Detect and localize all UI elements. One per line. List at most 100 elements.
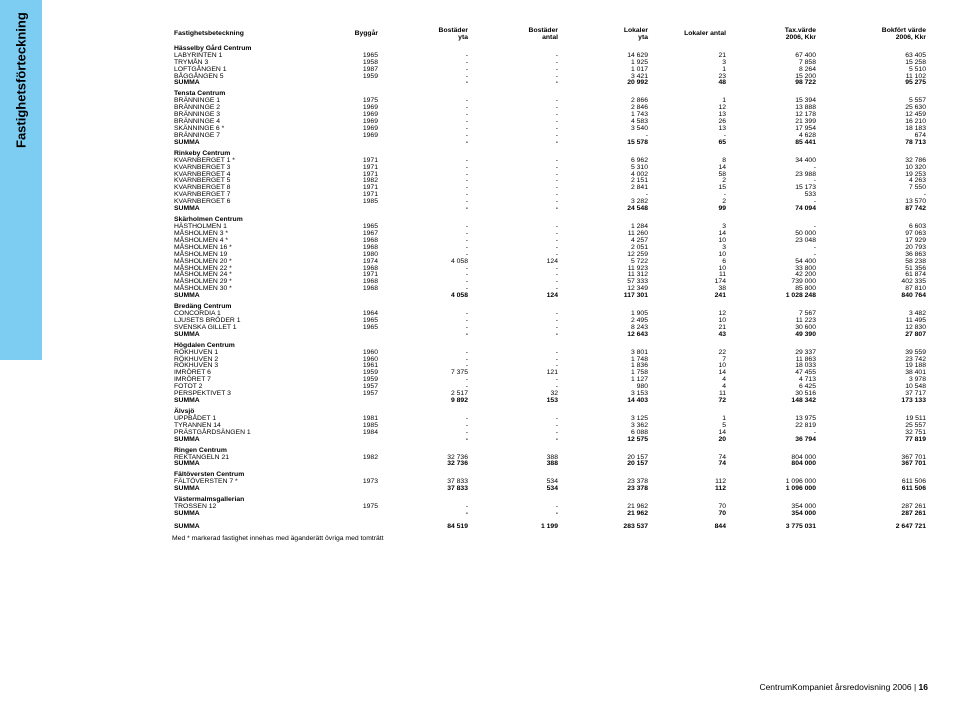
cell: SUMMA [172, 293, 310, 300]
cell: 23 988 [728, 172, 818, 179]
footer-page: 16 [919, 682, 928, 692]
cell: 23 [650, 74, 728, 81]
cell: - [470, 53, 560, 60]
cell: 85 441 [728, 140, 818, 147]
cell: - [470, 238, 560, 245]
cell [310, 518, 380, 531]
cell: 21 [650, 53, 728, 60]
cell [310, 206, 380, 213]
cell: 10 [650, 238, 728, 245]
cell: 36 794 [728, 437, 818, 444]
cell: 1965 [310, 325, 380, 332]
cell [818, 339, 928, 350]
cell: - [380, 511, 470, 518]
page-footer: CentrumKompaniet årsredovisning 2006 | 1… [759, 682, 928, 692]
property-table: FastighetsbeteckningByggårBostäderytaBos… [172, 28, 928, 531]
cell: 43 [650, 332, 728, 339]
cell [650, 42, 728, 53]
table-region: FastighetsbeteckningByggårBostäderytaBos… [172, 28, 928, 542]
cell: Ringen Centrum [172, 444, 310, 455]
cell: - [380, 332, 470, 339]
cell [470, 213, 560, 224]
cell: 4 058 [380, 259, 470, 266]
cell: - [470, 279, 560, 286]
cell: SUMMA [172, 461, 310, 468]
cell: - [470, 318, 560, 325]
cell: - [470, 133, 560, 140]
cell: 14 [650, 430, 728, 437]
col-header: Byggår [310, 28, 380, 42]
footer-company: CentrumKompaniet årsredovisning 2006 [759, 682, 911, 692]
cell: - [470, 105, 560, 112]
cell: - [470, 178, 560, 185]
cell: 14 [650, 165, 728, 172]
col-header: Bokfört värde2006, Kkr [818, 28, 928, 42]
cell: 15 [650, 185, 728, 192]
cell: 4 [650, 377, 728, 384]
cell: SUMMA [172, 80, 310, 87]
cell: 1 096 000 [728, 486, 818, 493]
cell: 95 275 [818, 80, 928, 87]
cell: 18 183 [818, 126, 928, 133]
cell: SUMMA [172, 518, 310, 531]
cell: - [470, 185, 560, 192]
cell [650, 300, 728, 311]
cell: - [470, 140, 560, 147]
cell: 1975 [310, 504, 380, 511]
grand-total: SUMMA84 5191 199283 5378443 775 0312 647… [172, 518, 928, 531]
cell: 7 [650, 357, 728, 364]
cell: - [728, 245, 818, 252]
cell: - [380, 504, 470, 511]
cell: 1 [650, 416, 728, 423]
cell: 354 000 [728, 511, 818, 518]
cell [310, 140, 380, 147]
cell: 10 [650, 266, 728, 273]
cell: - [380, 245, 470, 252]
cell: - [650, 133, 728, 140]
cell: 840 764 [818, 293, 928, 300]
cell: SUMMA [172, 206, 310, 213]
cell: 6 [650, 259, 728, 266]
cell [380, 405, 470, 416]
cell: - [380, 279, 470, 286]
cell: 74 094 [728, 206, 818, 213]
cell: 3 [650, 60, 728, 67]
cell: 5 [650, 423, 728, 430]
cell: - [380, 224, 470, 231]
cell: - [470, 74, 560, 81]
cell: 37 833 [380, 486, 470, 493]
cell [380, 444, 470, 455]
cell: - [380, 60, 470, 67]
cell: 32 736 [380, 461, 470, 468]
cell [560, 339, 650, 350]
cell: 15 578 [560, 140, 650, 147]
cell: - [380, 119, 470, 126]
cell: 3 [650, 224, 728, 231]
cell [470, 444, 560, 455]
cell: - [470, 165, 560, 172]
cell [380, 300, 470, 311]
section-summa: SUMMA--15 5786585 44178 713 [172, 140, 928, 147]
cell: 124 [470, 293, 560, 300]
cell: 1 028 248 [728, 293, 818, 300]
cell [310, 80, 380, 87]
cell: - [470, 416, 560, 423]
cell: 287 261 [818, 511, 928, 518]
cell: 534 [470, 486, 560, 493]
cell: - [380, 80, 470, 87]
cell: 4 [650, 384, 728, 391]
cell: 21 962 [560, 511, 650, 518]
cell: - [380, 272, 470, 279]
cell: - [470, 437, 560, 444]
section-summa: SUMMA--12 5752036 79477 819 [172, 437, 928, 444]
cell: - [470, 67, 560, 74]
cell [470, 493, 560, 504]
cell: 611 506 [818, 486, 928, 493]
cell: SUMMA [172, 332, 310, 339]
cell: - [470, 272, 560, 279]
cell: - [470, 357, 560, 364]
cell: - [380, 377, 470, 384]
cell: - [380, 158, 470, 165]
cell: - [380, 133, 470, 140]
footnote: Med * markerad fastighet innehas med äga… [172, 531, 928, 542]
